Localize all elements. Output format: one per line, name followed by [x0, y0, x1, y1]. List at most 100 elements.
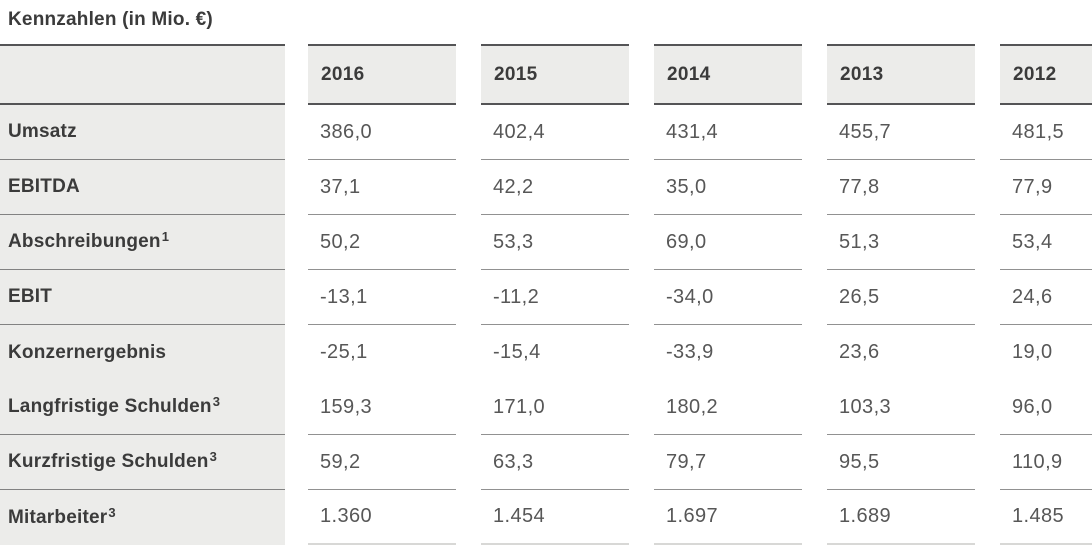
column-gap: [456, 160, 481, 215]
column-gap: [802, 270, 827, 325]
column-gap: [285, 490, 308, 545]
row-label-text: Mitarbeiter: [8, 506, 108, 528]
column-gap: [975, 435, 1000, 490]
value-cell: 42,2: [481, 160, 629, 215]
row-label: Abschreibungen 1: [0, 215, 285, 270]
value-cell: 63,3: [481, 435, 629, 490]
value-cell: 53,4: [1000, 215, 1092, 270]
value-cell: 77,8: [827, 160, 975, 215]
table-row-langfristige-schulden: Langfristige Schulden 3 159,3 171,0 180,2…: [0, 380, 1092, 435]
value-cell: 386,0: [308, 105, 456, 160]
column-gap: [456, 215, 481, 270]
column-gap: [456, 380, 481, 435]
column-gap: [629, 105, 654, 160]
value-cell: 50,2: [308, 215, 456, 270]
column-header-2014: 2014: [654, 44, 802, 105]
row-label: Langfristige Schulden 3: [0, 380, 285, 435]
value-cell: 431,4: [654, 105, 802, 160]
column-gap: [285, 105, 308, 160]
column-gap: [802, 380, 827, 435]
table-title: Kennzahlen (in Mio. €): [8, 9, 213, 30]
column-gap: [456, 105, 481, 160]
row-label-text: Langfristige Schulden: [8, 396, 212, 417]
value-cell: 1.454: [481, 490, 629, 545]
column-gap: [802, 435, 827, 490]
row-label: Konzernergebnis: [0, 325, 285, 380]
column-gap: [975, 270, 1000, 325]
corner-cell: [0, 44, 285, 105]
column-gap: [629, 325, 654, 380]
column-header-2015: 2015: [481, 44, 629, 105]
row-label: EBITDA: [0, 160, 285, 215]
value-cell: -25,1: [308, 325, 456, 380]
row-label-text: EBITDA: [8, 176, 80, 197]
row-label-text: Umsatz: [8, 121, 77, 142]
column-gap: [456, 435, 481, 490]
column-gap: [802, 160, 827, 215]
column-gap: [975, 215, 1000, 270]
row-label-text: Kurzfristige Schulden: [8, 451, 209, 472]
value-cell: 53,3: [481, 215, 629, 270]
column-gap: [285, 270, 308, 325]
value-cell: 481,5: [1000, 105, 1092, 160]
value-cell: 35,0: [654, 160, 802, 215]
column-gap: [629, 160, 654, 215]
value-cell: 19,0: [1000, 325, 1092, 380]
table-row-mitarbeiter: Mitarbeiter 3 1.360 1.454 1.697 1.689 1.4…: [0, 490, 1092, 545]
table-row-abschreibungen: Abschreibungen 1 50,2 53,3 69,0 51,3 53,4: [0, 215, 1092, 270]
column-gap: [285, 160, 308, 215]
value-cell: 1.485: [1000, 490, 1092, 545]
value-cell: 1.689: [827, 490, 975, 545]
column-gap: [975, 325, 1000, 380]
row-label-text: Konzernergebnis: [8, 341, 167, 363]
column-header-2013: 2013: [827, 44, 975, 105]
value-cell: 402,4: [481, 105, 629, 160]
row-label-text: EBIT: [8, 286, 53, 307]
column-gap: [629, 270, 654, 325]
column-header-2012: 2012: [1000, 44, 1092, 105]
column-gap: [285, 215, 308, 270]
column-gap: [285, 380, 308, 435]
table-row-ebit: EBIT -13,1 -11,2 -34,0 26,5 24,6: [0, 270, 1092, 325]
value-cell: -15,4: [481, 325, 629, 380]
value-cell: 69,0: [654, 215, 802, 270]
value-cell: 77,9: [1000, 160, 1092, 215]
value-cell: -11,2: [481, 270, 629, 325]
value-cell: 455,7: [827, 105, 975, 160]
value-cell: 171,0: [481, 380, 629, 435]
column-gap: [975, 490, 1000, 545]
column-gap: [802, 44, 827, 105]
table-row-konzernergebnis: Konzernergebnis -25,1 -15,4 -33,9 23,6 1…: [0, 325, 1092, 380]
value-cell: 79,7: [654, 435, 802, 490]
value-cell: 180,2: [654, 380, 802, 435]
column-gap: [629, 490, 654, 545]
column-gap: [802, 215, 827, 270]
value-cell: 159,3: [308, 380, 456, 435]
column-gap: [975, 160, 1000, 215]
column-gap: [975, 380, 1000, 435]
value-cell: 59,2: [308, 435, 456, 490]
value-cell: 110,9: [1000, 435, 1092, 490]
column-gap: [456, 270, 481, 325]
value-cell: -13,1: [308, 270, 456, 325]
value-cell: 26,5: [827, 270, 975, 325]
column-gap: [456, 44, 481, 105]
value-cell: 95,5: [827, 435, 975, 490]
value-cell: 1.360: [308, 490, 456, 545]
value-cell: -33,9: [654, 325, 802, 380]
value-cell: 1.697: [654, 490, 802, 545]
column-gap: [629, 44, 654, 105]
row-label: Mitarbeiter 3: [0, 490, 285, 545]
column-gap: [456, 490, 481, 545]
column-gap: [802, 490, 827, 545]
column-gap: [802, 105, 827, 160]
column-gap: [285, 435, 308, 490]
column-gap: [975, 44, 1000, 105]
column-gap: [802, 325, 827, 380]
column-gap: [285, 44, 308, 105]
table-header-row: 2016 2015 2014 2013 2012: [0, 44, 1092, 105]
table-row-kurzfristige-schulden: Kurzfristige Schulden 3 59,2 63,3 79,7 95…: [0, 435, 1092, 490]
row-label-text: Abschreibungen: [8, 231, 161, 252]
column-gap: [456, 325, 481, 380]
